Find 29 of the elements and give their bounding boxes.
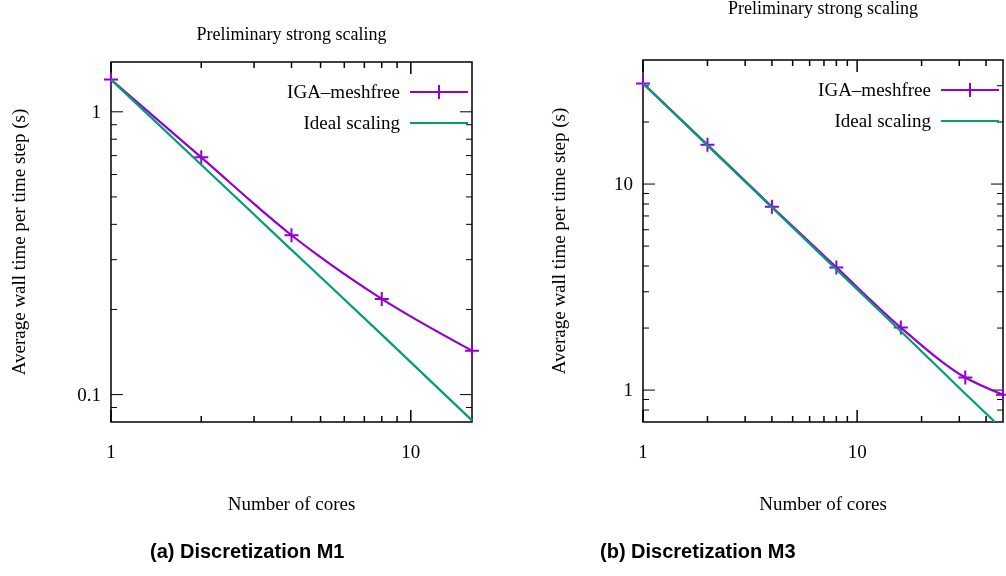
chart-title: Preliminary strong scaling: [196, 24, 387, 44]
x-tick-label: 1: [106, 441, 116, 462]
legend-label: IGA–meshfree: [818, 79, 931, 100]
point: [103, 71, 119, 88]
point: [464, 342, 480, 359]
x-axis-title: Number of cores: [759, 493, 887, 514]
chart-title: Preliminary strong scaling: [728, 0, 918, 18]
point: [699, 136, 716, 153]
point: [193, 149, 210, 166]
x-tick-label: 10: [401, 441, 421, 462]
point: [957, 369, 974, 386]
legend-label: Ideal scaling: [303, 112, 401, 133]
y-tick-label: 0.1: [77, 383, 101, 405]
point: [892, 319, 909, 336]
y-axis-title: Average wall time per time step (s): [548, 107, 570, 375]
line-series: [109, 78, 474, 422]
point: [373, 290, 390, 307]
y-axis-title: Average wall time per time step (s): [8, 108, 30, 376]
point: [283, 227, 300, 244]
x-tick-label: 1: [638, 441, 648, 462]
text: (b) Discretization M3: [600, 540, 796, 562]
x-tick-label: 10: [847, 441, 867, 462]
legend-label: Ideal scaling: [834, 110, 932, 131]
point: [828, 259, 845, 276]
point: [763, 198, 780, 215]
point: [635, 75, 651, 92]
legend-label: IGA–meshfree: [287, 81, 400, 102]
x-axis-title: Number of cores: [227, 493, 356, 514]
text: (a) Discretization M1: [150, 540, 345, 562]
